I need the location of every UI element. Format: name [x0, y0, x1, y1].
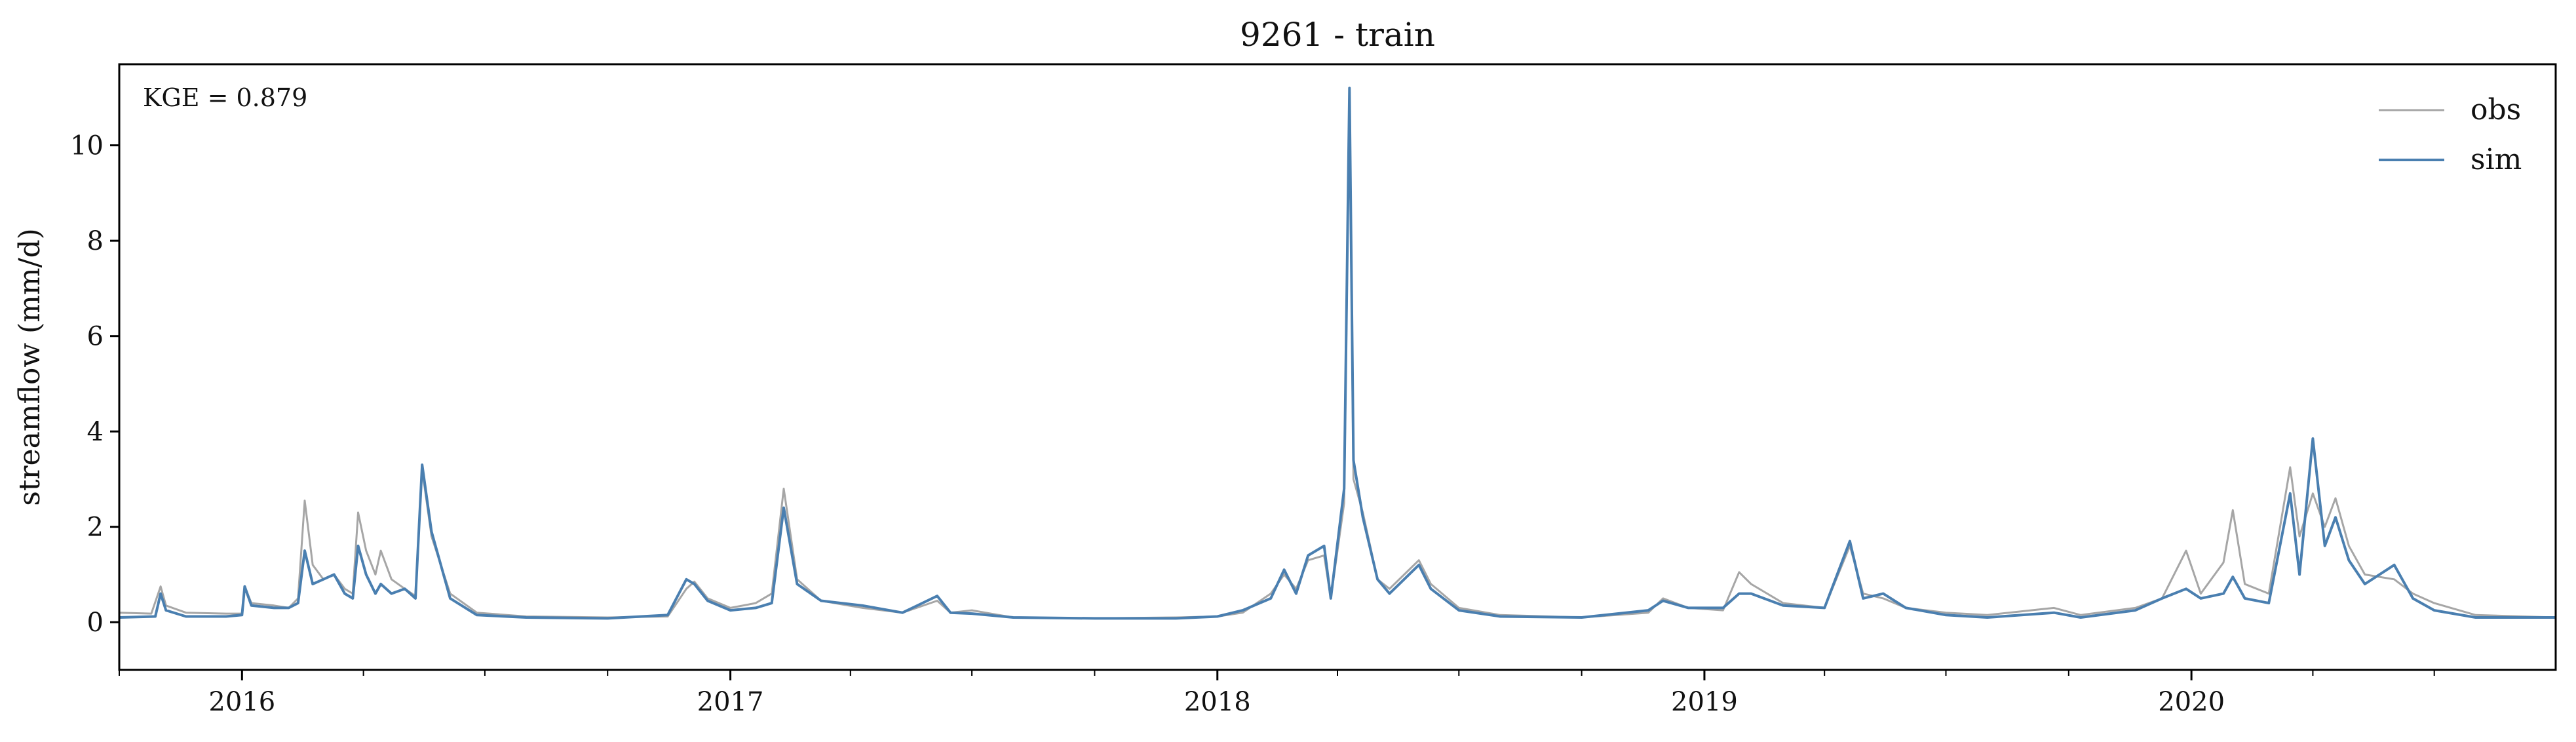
- legend: obs sim: [2379, 93, 2522, 176]
- axis-ticks: 0 2 4 6 8 10 2016 2017 2018 2019 2020: [70, 131, 2435, 717]
- kge-annotation: KGE = 0.879: [143, 83, 307, 112]
- y-tick-label: 2: [87, 513, 104, 543]
- series-line-sim: [119, 87, 2556, 620]
- x-tick-label: 2018: [1184, 687, 1251, 717]
- y-tick-label: 6: [87, 322, 104, 352]
- x-tick-label: 2020: [2158, 687, 2225, 717]
- y-tick-label: 0: [87, 608, 104, 638]
- x-tick-label: 2017: [697, 687, 764, 717]
- legend-label-obs: obs: [2470, 93, 2521, 127]
- series-lines: [119, 87, 2556, 620]
- y-tick-label: 10: [70, 131, 104, 161]
- plot-frame: [118, 63, 2557, 671]
- chart-title: 9261 - train: [1240, 16, 1435, 54]
- y-tick-label: 8: [87, 226, 104, 256]
- y-tick-label: 4: [87, 417, 104, 447]
- legend-label-sim: sim: [2470, 143, 2522, 176]
- y-axis-title: streamflow (mm/d): [13, 228, 47, 506]
- x-tick-label: 2019: [1671, 687, 1738, 717]
- x-tick-label: 2016: [208, 687, 275, 717]
